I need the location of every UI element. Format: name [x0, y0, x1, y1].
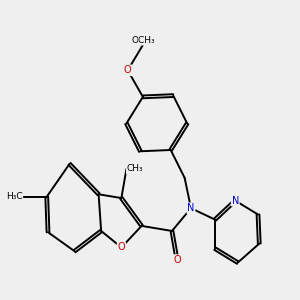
Text: N: N [232, 196, 239, 206]
Text: O: O [124, 65, 131, 75]
Text: CH₃: CH₃ [126, 164, 143, 173]
Text: H₃C: H₃C [6, 192, 23, 201]
Text: N: N [187, 203, 195, 213]
Text: OCH₃: OCH₃ [131, 36, 155, 45]
Text: O: O [173, 255, 181, 265]
Text: O: O [118, 242, 125, 252]
